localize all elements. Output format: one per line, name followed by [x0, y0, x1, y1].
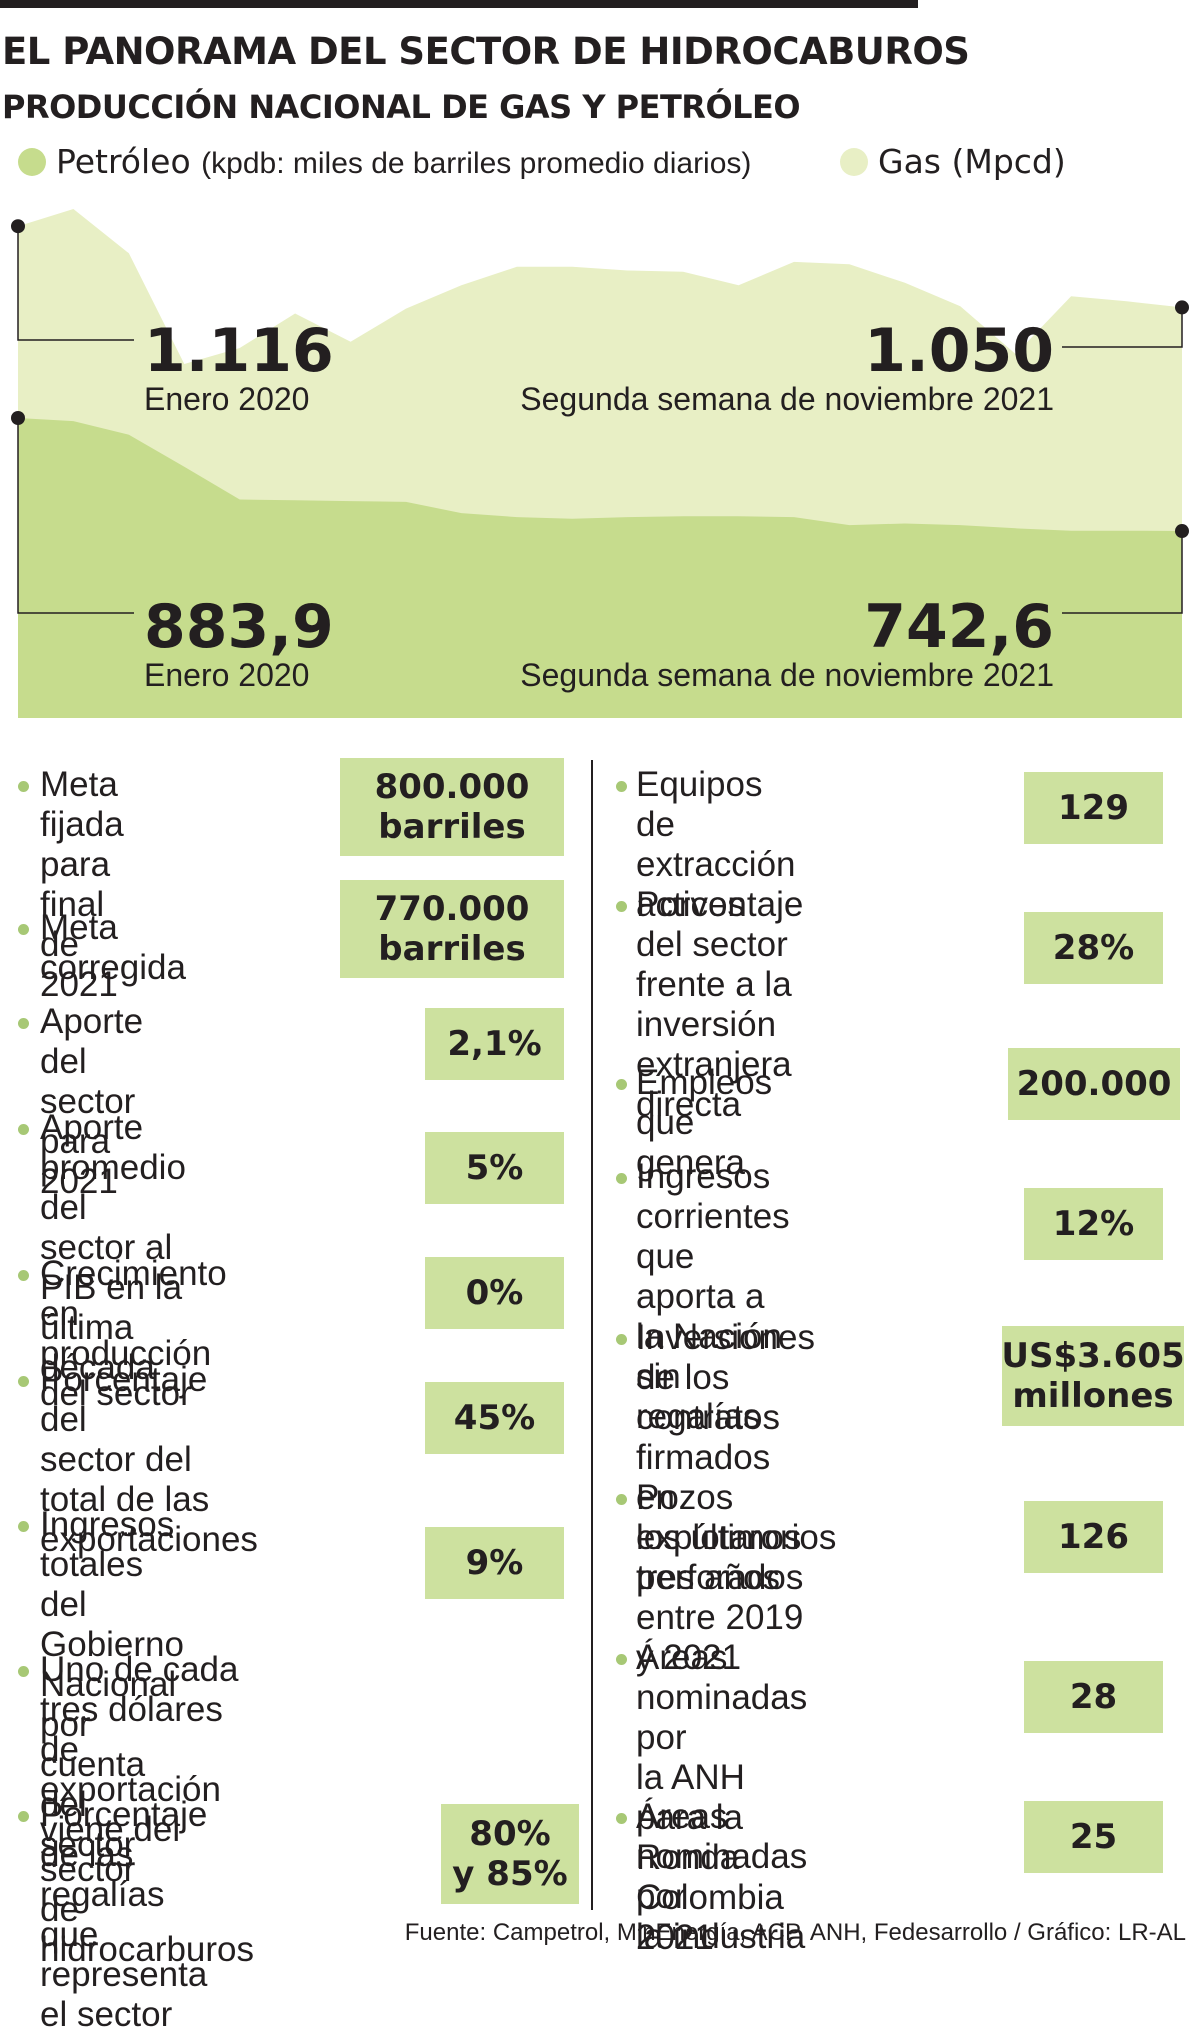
legend-oil-label: Petróleo — [56, 142, 191, 181]
stat-value-box: US$3.605 millones — [1001, 1326, 1185, 1426]
legend-gas-swatch — [840, 147, 868, 176]
stat-label: Aporte promedio del sector al PIB en la … — [40, 1108, 186, 1387]
gas-end-caption: Segunda semana de noviembre 2021 — [520, 381, 1054, 417]
stat-label: Aporte del sector para 2021 — [40, 1002, 144, 1201]
chart-title: EL PANORAMA DEL SECTOR DE HIDROCABUROS — [2, 30, 970, 73]
bullet-icon — [616, 1334, 627, 1345]
stat-label: Empleos que genera — [636, 1063, 773, 1182]
gas-end-point — [1175, 300, 1189, 315]
oil-end-leader-line — [1062, 531, 1183, 614]
stat-label: Crecimiento en producción del sector — [40, 1254, 227, 1413]
stat-label: Meta fijada para final de 2021 — [40, 765, 124, 1004]
oil-end-point — [1175, 524, 1189, 539]
bullet-icon — [18, 1124, 29, 1135]
area-chart — [11, 209, 1189, 718]
legend-oil-unit: (kpdb: miles de barriles promedio diario… — [201, 147, 752, 180]
stat-label: Equipos de extracción activos — [636, 765, 796, 924]
bullet-icon — [18, 1270, 29, 1281]
top-rule — [0, 0, 918, 8]
bullet-icon — [18, 1521, 29, 1532]
legend-oil: Petróleo (kpdb: miles de barriles promed… — [18, 142, 751, 181]
bullet-icon — [616, 1173, 627, 1184]
bullet-icon — [616, 901, 627, 912]
bullet-icon — [616, 1654, 627, 1665]
stat-label: Áreas nominadas por la ANH para la Ronda… — [636, 1638, 808, 1957]
oil-start-point — [11, 411, 25, 425]
stat-label: Ingresos corrientes que aporta a la Naci… — [636, 1157, 790, 1436]
oil-end-value: 742,6 — [864, 592, 1054, 662]
bullet-icon — [616, 1494, 627, 1505]
oil-start-leader-line — [17, 418, 134, 614]
stat-label: Porcentaje de las regalías que represent… — [40, 1795, 208, 2034]
gas-start-point — [11, 219, 25, 234]
gas-end-leader-line — [1062, 307, 1183, 348]
stat-value-box: 200.000 — [1008, 1048, 1180, 1120]
stat-value-box: 770.000 barriles — [340, 880, 564, 978]
oil-area — [18, 418, 1182, 718]
gas-end-annotation: 1.050 Segunda semana de noviembre 2021 — [520, 320, 1054, 416]
legend-gas-label: Gas (Mpcd) — [878, 142, 1066, 181]
bullet-icon — [18, 1376, 29, 1387]
stat-value-box: 25 — [1024, 1801, 1163, 1873]
stat-value-box: 5% — [425, 1132, 564, 1204]
stat-value-box: 12% — [1024, 1188, 1163, 1260]
gas-start-leader-line — [17, 226, 134, 341]
stat-label: Ingresos totales del Gobierno Nacional p… — [40, 1505, 184, 1864]
stat-value-box: 9% — [425, 1527, 564, 1599]
stat-value-box: 28 — [1024, 1661, 1163, 1733]
gas-start-caption: Enero 2020 — [144, 381, 310, 417]
bullet-icon — [18, 1666, 29, 1677]
oil-start-caption: Enero 2020 — [144, 657, 310, 693]
legend-gas: Gas (Mpcd) — [840, 142, 1066, 181]
bullet-icon — [616, 1079, 627, 1090]
oil-start-annotation: 883,9 Enero 2020 — [144, 596, 334, 692]
bullet-icon — [18, 1811, 29, 1822]
chart-subtitle: PRODUCCIÓN NACIONAL DE GAS Y PETRÓLEO — [2, 88, 801, 126]
stat-value-box: 45% — [425, 1382, 564, 1454]
stat-label: Inversiones de los contratos firmados en… — [636, 1318, 815, 1597]
stat-label: Porcentaje del sector del total de las e… — [40, 1360, 258, 1559]
oil-start-value: 883,9 — [144, 592, 334, 662]
oil-end-caption: Segunda semana de noviembre 2021 — [520, 657, 1054, 693]
bullet-icon — [616, 781, 627, 792]
gas-end-value: 1.050 — [864, 316, 1054, 386]
stat-label: Pozos explotarorios perforados entre 201… — [636, 1478, 837, 1677]
gas-start-annotation: 1.116 Enero 2020 — [144, 320, 334, 416]
bullet-icon — [18, 1018, 29, 1029]
bullet-icon — [18, 781, 29, 792]
source-credit: Fuente: Campetrol, MinEnergía, ACP, ANH,… — [404, 1919, 1186, 1946]
stat-label: Meta corregida — [40, 908, 186, 987]
stat-value-box: 80% y 85% — [441, 1804, 579, 1904]
column-divider — [591, 760, 593, 1910]
stat-value-box: 0% — [425, 1257, 564, 1329]
stat-value-box: 129 — [1024, 772, 1163, 844]
stat-value-box: 126 — [1024, 1501, 1163, 1573]
bullet-icon — [18, 924, 29, 935]
stat-value-box: 28% — [1024, 912, 1163, 984]
gas-start-value: 1.116 — [144, 316, 334, 386]
bullet-icon — [616, 1813, 627, 1824]
stat-value-box: 800.000 barriles — [340, 758, 564, 856]
stat-value-box: 2,1% — [425, 1008, 564, 1080]
legend-oil-swatch — [18, 147, 46, 176]
stat-label: Porcentaje del sector frente a la invers… — [636, 885, 804, 1124]
oil-end-annotation: 742,6 Segunda semana de noviembre 2021 — [520, 596, 1054, 692]
